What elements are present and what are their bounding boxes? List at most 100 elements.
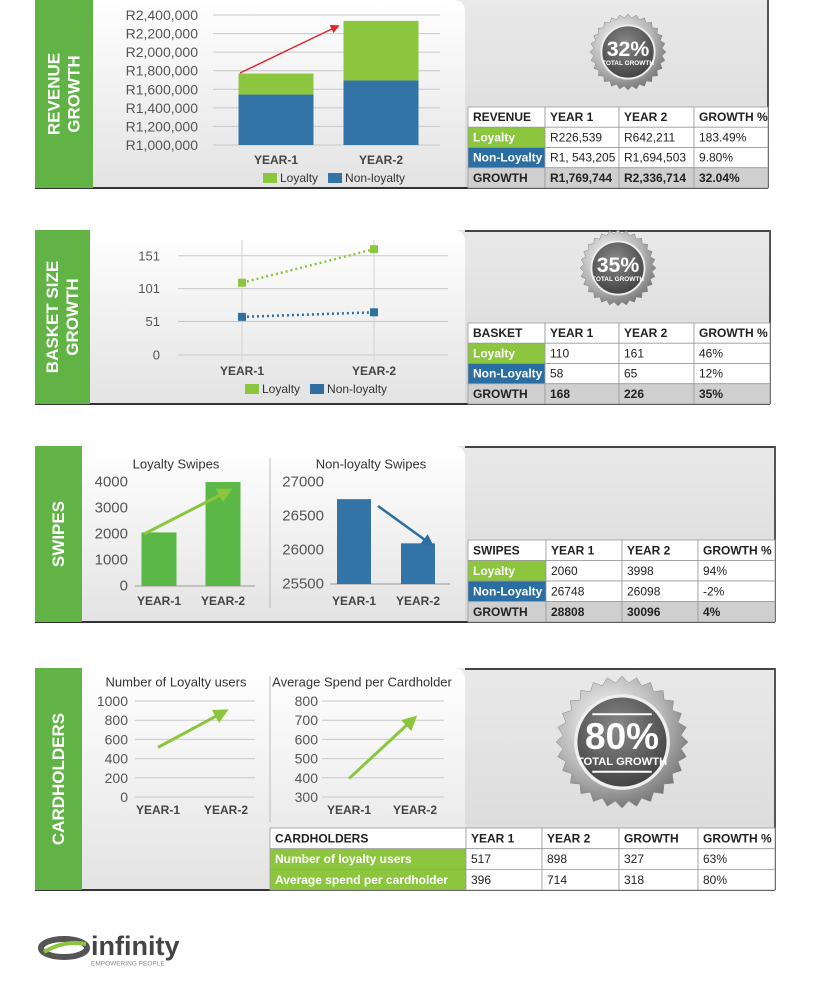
- point: [238, 312, 246, 321]
- table-cell-text: 30096: [627, 605, 661, 619]
- y-tick-label: R1,400,000: [126, 100, 199, 116]
- bar: [343, 80, 419, 145]
- table-cell-text: 26098: [627, 584, 661, 598]
- table-cell-text: 714: [547, 873, 567, 887]
- table-cell-text: 58: [550, 367, 564, 381]
- table-cell-text: 28808: [551, 605, 585, 619]
- section-strip: [35, 668, 82, 890]
- table-header: YEAR 2: [627, 543, 671, 557]
- y-tick-label: 700: [295, 712, 319, 728]
- table-cell-text: Non-Loyalty: [473, 151, 543, 165]
- trend-arrow: [239, 25, 340, 74]
- table-cell: [697, 601, 776, 623]
- y-tick-label: 0: [120, 789, 128, 805]
- y-tick-label: 101: [138, 281, 160, 296]
- table-cell-text: 3998: [627, 564, 654, 578]
- chart-panel: [90, 230, 465, 404]
- y-tick-label: R1,800,000: [126, 63, 199, 79]
- table-header: YEAR 2: [624, 110, 668, 124]
- table-cell-text: 94%: [703, 564, 727, 578]
- section-label: CARDHOLDERS: [49, 713, 68, 845]
- bar: [343, 20, 419, 81]
- legend-label: Loyalty: [262, 382, 300, 396]
- badge-value: 35%: [597, 253, 640, 277]
- y-tick-label: 1000: [95, 552, 128, 569]
- table-header: GROWTH %: [699, 110, 768, 124]
- section-label: BASKET SIZE: [43, 261, 62, 373]
- legend-swatch: [245, 384, 259, 394]
- table-header: CARDHOLDERS: [275, 831, 368, 845]
- table-cell-text: R2,336,714: [624, 171, 686, 185]
- chart-title: Average Spend per Cardholder: [272, 675, 452, 690]
- table-cell-text: Non-Loyalty: [473, 584, 543, 598]
- y-tick-label: 4000: [95, 474, 128, 491]
- y-tick-label: 3000: [95, 500, 128, 517]
- table-cell-text: R642,211: [624, 130, 675, 144]
- y-tick-label: 51: [146, 314, 160, 329]
- badge-core: [600, 24, 656, 80]
- badge-label: TOTAL GROWTH: [602, 60, 654, 67]
- y-tick-label: 800: [105, 712, 129, 728]
- table-cell-text: R226,539: [550, 130, 602, 144]
- table-header: YEAR 2: [624, 326, 668, 340]
- table-cell-text: 110: [550, 346, 569, 360]
- bar: [238, 73, 314, 95]
- table-cell-text: 9.80%: [699, 151, 733, 165]
- y-tick-label: 600: [105, 731, 129, 747]
- logo: infinity EMPOWERING PEOPLE: [38, 931, 180, 968]
- point: [238, 278, 246, 287]
- table-cell-text: 2060: [551, 564, 578, 578]
- y-tick-label: 27000: [282, 474, 324, 491]
- table-cell-text: 63%: [703, 852, 727, 866]
- badge-value: 32%: [607, 37, 650, 61]
- legend-label: Non-loyalty: [345, 171, 405, 185]
- table-header: YEAR 2: [547, 831, 591, 845]
- y-tick-label: 0: [153, 348, 160, 363]
- table-cell-text: 12%: [699, 367, 723, 381]
- table-cell-text: R1,694,503: [624, 151, 686, 165]
- table-header: REVENUE: [473, 110, 531, 124]
- trend-arrow: [143, 488, 233, 536]
- x-tick-label: YEAR-1: [327, 803, 371, 817]
- x-tick-label: YEAR-2: [359, 153, 403, 167]
- table-cell-text: 65: [624, 367, 638, 381]
- table-cell-text: GROWTH: [473, 171, 528, 185]
- chart-title: Number of Loyalty users: [106, 675, 247, 690]
- x-tick-label: YEAR-2: [396, 594, 440, 608]
- badge-value: 80%: [585, 716, 659, 757]
- y-tick-label: 400: [105, 751, 129, 767]
- logo-swoosh-green: [42, 941, 87, 954]
- line: [157, 709, 229, 749]
- table-header: BASKET: [473, 326, 523, 340]
- section-label: SWIPES: [49, 501, 68, 567]
- logo-name: infinity: [91, 931, 180, 961]
- table-cell-text: 898: [547, 852, 567, 866]
- logo-swoosh: [38, 936, 90, 960]
- table-cell: [693, 167, 769, 189]
- legend-swatch: [328, 173, 343, 183]
- point: [370, 308, 378, 317]
- x-tick-label: YEAR-1: [136, 803, 180, 817]
- trend-arrow: [377, 504, 435, 547]
- table-header: YEAR 1: [471, 831, 515, 845]
- line: [347, 715, 418, 780]
- y-tick-label: R1,600,000: [126, 81, 199, 97]
- table-header: YEAR 1: [551, 543, 595, 557]
- section-label: GROWTH: [63, 278, 82, 355]
- y-tick-label: 0: [120, 578, 128, 595]
- x-tick-label: YEAR-1: [137, 594, 181, 608]
- table-header: GROWTH %: [703, 831, 772, 845]
- x-tick-label: YEAR-2: [352, 364, 396, 378]
- line: [241, 311, 375, 319]
- legend-label: Non-loyalty: [327, 382, 387, 396]
- x-tick-label: YEAR-1: [332, 594, 376, 608]
- badge-label: TOTAL GROWTH: [592, 276, 644, 283]
- table-header: YEAR 1: [550, 326, 594, 340]
- y-tick-label: R2,400,000: [126, 7, 199, 23]
- table-header: GROWTH: [624, 831, 679, 845]
- table-cell-text: 32.04%: [699, 171, 740, 185]
- table-cell-text: GROWTH: [473, 605, 528, 619]
- table-cell-text: 183.49%: [699, 130, 747, 144]
